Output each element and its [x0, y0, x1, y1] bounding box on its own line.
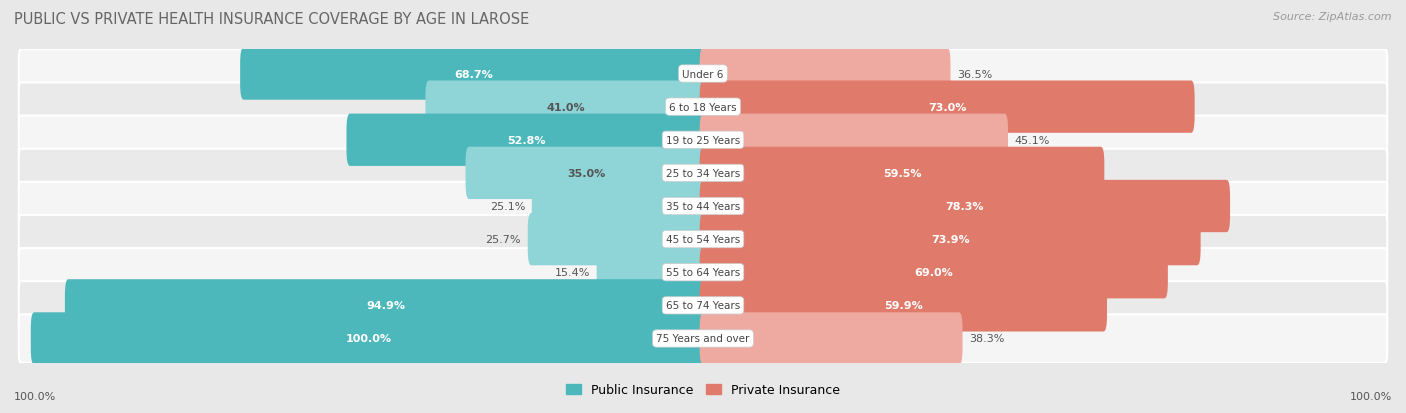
Text: 100.0%: 100.0%	[1350, 391, 1392, 401]
Text: 55 to 64 Years: 55 to 64 Years	[666, 268, 740, 278]
Text: Source: ZipAtlas.com: Source: ZipAtlas.com	[1274, 12, 1392, 22]
FancyBboxPatch shape	[65, 280, 706, 332]
FancyBboxPatch shape	[700, 114, 1008, 166]
Text: 68.7%: 68.7%	[454, 69, 492, 79]
FancyBboxPatch shape	[18, 183, 1388, 230]
FancyBboxPatch shape	[700, 81, 1195, 133]
Text: 41.0%: 41.0%	[547, 102, 585, 112]
Text: 73.9%: 73.9%	[931, 235, 970, 244]
FancyBboxPatch shape	[18, 282, 1388, 330]
FancyBboxPatch shape	[426, 81, 706, 133]
FancyBboxPatch shape	[18, 315, 1388, 363]
FancyBboxPatch shape	[700, 280, 1107, 332]
FancyBboxPatch shape	[31, 313, 706, 365]
Text: 52.8%: 52.8%	[508, 135, 546, 145]
FancyBboxPatch shape	[18, 216, 1388, 263]
Text: 25.1%: 25.1%	[489, 202, 524, 211]
FancyBboxPatch shape	[465, 147, 706, 199]
Legend: Public Insurance, Private Insurance: Public Insurance, Private Insurance	[561, 378, 845, 401]
FancyBboxPatch shape	[700, 147, 1104, 199]
Text: 25 to 34 Years: 25 to 34 Years	[666, 169, 740, 178]
Text: 59.9%: 59.9%	[884, 301, 922, 311]
Text: 45 to 54 Years: 45 to 54 Years	[666, 235, 740, 244]
Text: 38.3%: 38.3%	[969, 334, 1004, 344]
Text: 19 to 25 Years: 19 to 25 Years	[666, 135, 740, 145]
Text: 94.9%: 94.9%	[366, 301, 405, 311]
Text: 59.5%: 59.5%	[883, 169, 921, 178]
FancyBboxPatch shape	[527, 214, 706, 266]
FancyBboxPatch shape	[700, 180, 1230, 233]
FancyBboxPatch shape	[240, 48, 706, 100]
Text: 73.0%: 73.0%	[928, 102, 966, 112]
Text: 75 Years and over: 75 Years and over	[657, 334, 749, 344]
Text: 100.0%: 100.0%	[346, 334, 391, 344]
FancyBboxPatch shape	[18, 249, 1388, 297]
Text: 6 to 18 Years: 6 to 18 Years	[669, 102, 737, 112]
FancyBboxPatch shape	[346, 114, 706, 166]
Text: 25.7%: 25.7%	[485, 235, 522, 244]
Text: 65 to 74 Years: 65 to 74 Years	[666, 301, 740, 311]
FancyBboxPatch shape	[700, 48, 950, 100]
FancyBboxPatch shape	[18, 50, 1388, 98]
Text: 15.4%: 15.4%	[554, 268, 591, 278]
FancyBboxPatch shape	[700, 247, 1168, 299]
FancyBboxPatch shape	[531, 180, 706, 233]
FancyBboxPatch shape	[18, 150, 1388, 197]
FancyBboxPatch shape	[596, 247, 706, 299]
Text: 69.0%: 69.0%	[914, 268, 953, 278]
Text: 100.0%: 100.0%	[14, 391, 56, 401]
Text: 45.1%: 45.1%	[1015, 135, 1050, 145]
FancyBboxPatch shape	[700, 313, 963, 365]
Text: 35.0%: 35.0%	[567, 169, 605, 178]
Text: PUBLIC VS PRIVATE HEALTH INSURANCE COVERAGE BY AGE IN LAROSE: PUBLIC VS PRIVATE HEALTH INSURANCE COVER…	[14, 12, 529, 27]
FancyBboxPatch shape	[18, 83, 1388, 131]
Text: 78.3%: 78.3%	[946, 202, 984, 211]
Text: 36.5%: 36.5%	[957, 69, 993, 79]
FancyBboxPatch shape	[700, 214, 1201, 266]
FancyBboxPatch shape	[18, 116, 1388, 164]
Text: 35 to 44 Years: 35 to 44 Years	[666, 202, 740, 211]
Text: Under 6: Under 6	[682, 69, 724, 79]
